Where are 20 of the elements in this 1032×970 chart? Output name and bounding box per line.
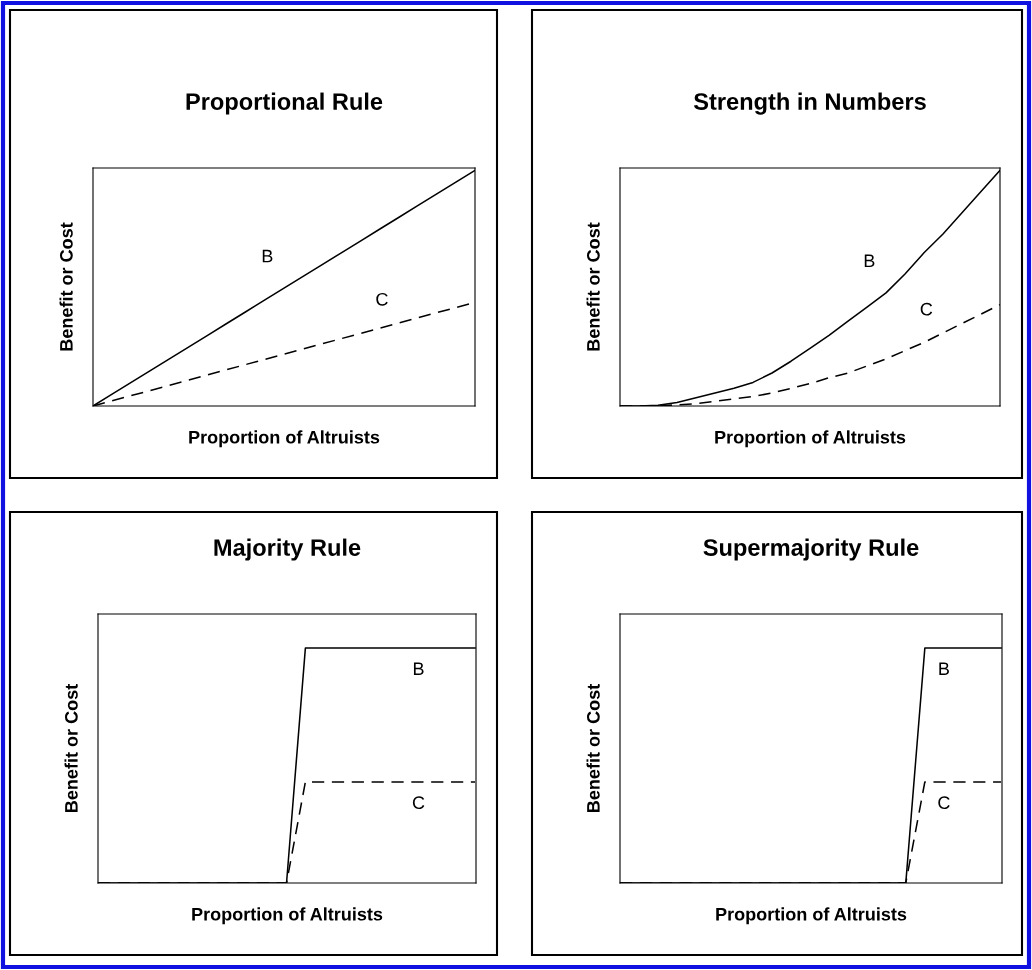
y-axis-title: Benefit or Cost [586,684,600,812]
series-label: C [412,796,425,810]
y-axis-title: Benefit or Cost [586,222,600,351]
series-label: B [262,249,273,263]
x-axis-title: Proportion of Altruists [715,430,906,448]
chart-title: Proportional Rule [186,92,383,115]
series-label: C [920,302,933,316]
y-axis-title: Benefit or Cost [59,222,73,351]
chart-title: Supermajority Rule [703,538,919,561]
series-label: B [413,662,424,675]
series-label: C [938,796,950,810]
y-axis-title: Benefit or Cost [64,684,78,812]
series-label: B [864,254,875,267]
series-label: C [376,292,388,306]
x-axis-title: Proportion of Altruists [189,430,380,448]
chart-title: Majority Rule [214,538,361,561]
x-axis-title: Proportion of Altruists [716,907,907,925]
series-label: B [939,662,949,675]
chart-title: Strength in Numbers [693,92,926,115]
x-axis-title: Proportion of Altruists [192,907,383,925]
